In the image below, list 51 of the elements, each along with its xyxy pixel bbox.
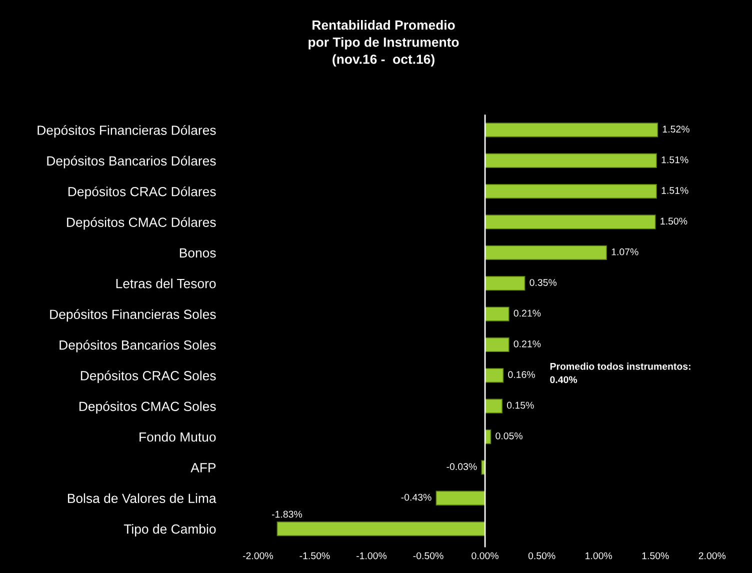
data-label: 0.15% — [506, 402, 534, 409]
y-tick-label: Tipo de Cambio — [124, 524, 216, 536]
bar — [484, 122, 658, 138]
x-tick-label: 0.50% — [528, 552, 556, 560]
bar — [484, 153, 657, 168]
x-tick-label: 2.00% — [698, 552, 726, 560]
bar — [484, 184, 657, 199]
bar — [484, 214, 656, 230]
x-tick-label: 0.00% — [472, 552, 498, 560]
y-tick-label: Depósitos Bancarios Dólares — [47, 156, 216, 168]
y-tick-label: Letras del Tesoro — [116, 278, 216, 288]
annotation: Promedio todos instrumentos: 0.40% — [550, 362, 690, 384]
y-tick-label: Depósitos CMAC Dólares — [67, 217, 216, 230]
bar — [276, 521, 486, 536]
y-tick-label: Bonos — [180, 248, 216, 258]
data-label: 1.52% — [662, 126, 690, 133]
x-tick-label: 1.00% — [586, 552, 612, 560]
x-tick-label: -1.50% — [300, 552, 330, 560]
data-label: 0.21% — [514, 310, 541, 317]
chart-title: Rentabilidad Promedio por Tipo de Instrumento (nov.16 - oct.16) — [308, 20, 459, 67]
y-tick-label: Fondo Mutuo — [140, 432, 216, 442]
y-tick-label: Depósitos CRAC Soles — [80, 370, 216, 383]
data-label: 0.21% — [514, 340, 541, 348]
y-tick-label: AFP — [190, 463, 216, 472]
x-tick-label: -2.00% — [242, 552, 273, 560]
data-label: -1.83% — [272, 510, 302, 518]
x-tick-label: -0.50% — [413, 552, 444, 560]
data-label: 0.16% — [508, 371, 535, 378]
y-tick-label: Depósitos Financieras Dólares — [38, 125, 216, 138]
data-label: -0.43% — [401, 494, 432, 501]
data-label: 1.51% — [662, 156, 688, 164]
data-label: 1.07% — [612, 248, 638, 256]
x-tick-label: -1.00% — [356, 552, 387, 560]
y-tick-label: Depósitos Financieras Soles — [50, 309, 216, 322]
y-tick-label: Depósitos CRAC Dólares — [68, 186, 216, 199]
bar — [484, 276, 526, 291]
x-tick-label: 1.50% — [642, 552, 669, 560]
bar — [436, 490, 486, 506]
data-label: 1.50% — [660, 218, 688, 225]
data-label: 1.51% — [662, 187, 688, 194]
bar — [484, 306, 510, 322]
bar — [484, 337, 510, 352]
y-tick-label: Depósitos Bancarios Soles — [60, 340, 216, 352]
data-label: -0.03% — [446, 463, 477, 470]
data-label: 0.35% — [530, 279, 557, 286]
bar — [484, 368, 504, 383]
y-tick-label: Bolsa de Valores de Lima — [68, 493, 216, 504]
bar — [484, 245, 607, 260]
data-label: 0.05% — [496, 432, 522, 440]
bar — [484, 398, 502, 414]
y-tick-label: Depósitos CMAC Soles — [79, 401, 216, 414]
